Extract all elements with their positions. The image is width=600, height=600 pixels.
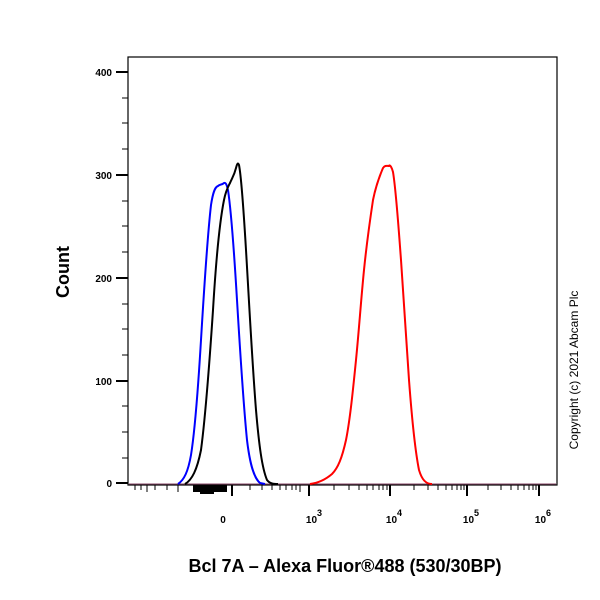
y-tick-label: 400 bbox=[95, 68, 112, 79]
y-tick-label: 300 bbox=[95, 171, 112, 182]
x-tick-label: 106 bbox=[535, 508, 551, 526]
x-tick-label: 104 bbox=[386, 508, 402, 526]
x-tick-label: 105 bbox=[463, 508, 479, 526]
x-tick-label: 0 bbox=[220, 515, 226, 526]
x-axis-label: Bcl 7A – Alexa Fluor®488 (530/30BP) bbox=[188, 556, 501, 576]
y-axis-label: Count bbox=[53, 246, 73, 298]
series-red-histogram bbox=[309, 164, 433, 485]
x-axis bbox=[134, 485, 540, 496]
y-axis bbox=[116, 71, 128, 484]
plot-frame bbox=[127, 56, 558, 486]
series-black-histogram bbox=[184, 162, 279, 485]
series-blue-histogram bbox=[177, 181, 266, 485]
y-tick-label: 0 bbox=[106, 479, 112, 490]
y-tick-label: 100 bbox=[95, 377, 112, 388]
y-tick-label: 200 bbox=[95, 274, 112, 285]
x-tick-label: 103 bbox=[306, 508, 322, 526]
copyright-notice: Copyright (c) 2021 Abcam Plc bbox=[567, 291, 581, 450]
